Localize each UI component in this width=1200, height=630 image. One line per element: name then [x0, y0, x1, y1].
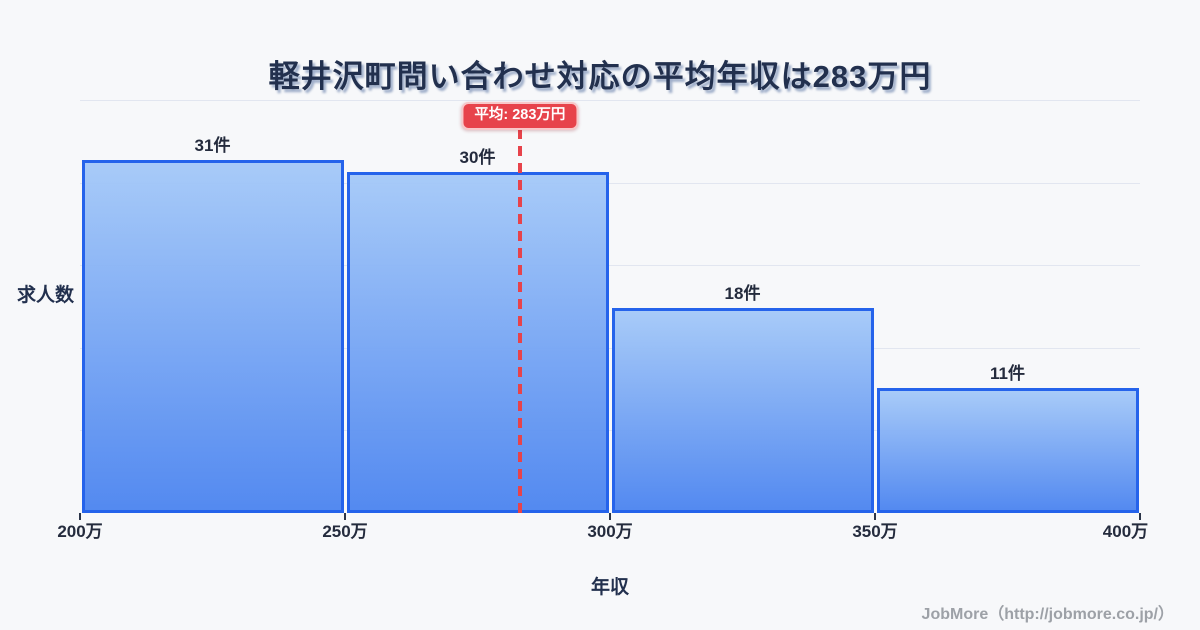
- gridline: [80, 430, 1140, 432]
- x-axis-tickmark: [1139, 513, 1141, 520]
- histogram-bar: [81, 160, 344, 513]
- x-axis-tickmark: [344, 513, 346, 520]
- x-axis-tickmark: [874, 513, 876, 520]
- footer-watermark: JobMore（http://jobmore.co.jp/）: [921, 606, 1174, 623]
- bar-value-label: 18件: [724, 284, 761, 304]
- y-axis-label: 求人数: [17, 285, 75, 306]
- gridline: [80, 347, 1140, 349]
- x-axis-label: 年収: [590, 577, 629, 598]
- gridline: [80, 265, 1140, 267]
- bar-value-label: 30件: [459, 147, 496, 167]
- histogram-bar: [876, 387, 1139, 513]
- gridline: [80, 100, 1140, 101]
- plot-area: 平均: 283万円 31件 30件 18件 11件 200万 250万 300万 350万 40…: [57, 100, 1148, 540]
- histogram-bar: [611, 308, 874, 513]
- chart-title: 軽井沢町問い合わせ対応の平均年収は283万円: [268, 58, 932, 94]
- x-axis-tick-label: 400万: [1102, 522, 1149, 541]
- bar-value-label: 11件: [990, 363, 1025, 383]
- gridline: [80, 182, 1140, 184]
- x-axis-tickmark: [609, 513, 611, 520]
- average-dashed-line: [517, 129, 522, 513]
- x-axis-tickmark: [79, 513, 81, 520]
- x-axis-tick-label: 350万: [852, 522, 898, 541]
- bar-value-label: 31件: [194, 136, 231, 156]
- histogram-bar: [346, 171, 609, 513]
- x-axis-tick-label: 300万: [587, 522, 633, 541]
- x-axis-tick-label: 250万: [322, 522, 368, 541]
- average-label: 平均: 283万円: [474, 107, 566, 123]
- average-annotation-badge: 平均: 283万円: [461, 102, 579, 130]
- x-axis-tick-label: 200万: [57, 522, 103, 541]
